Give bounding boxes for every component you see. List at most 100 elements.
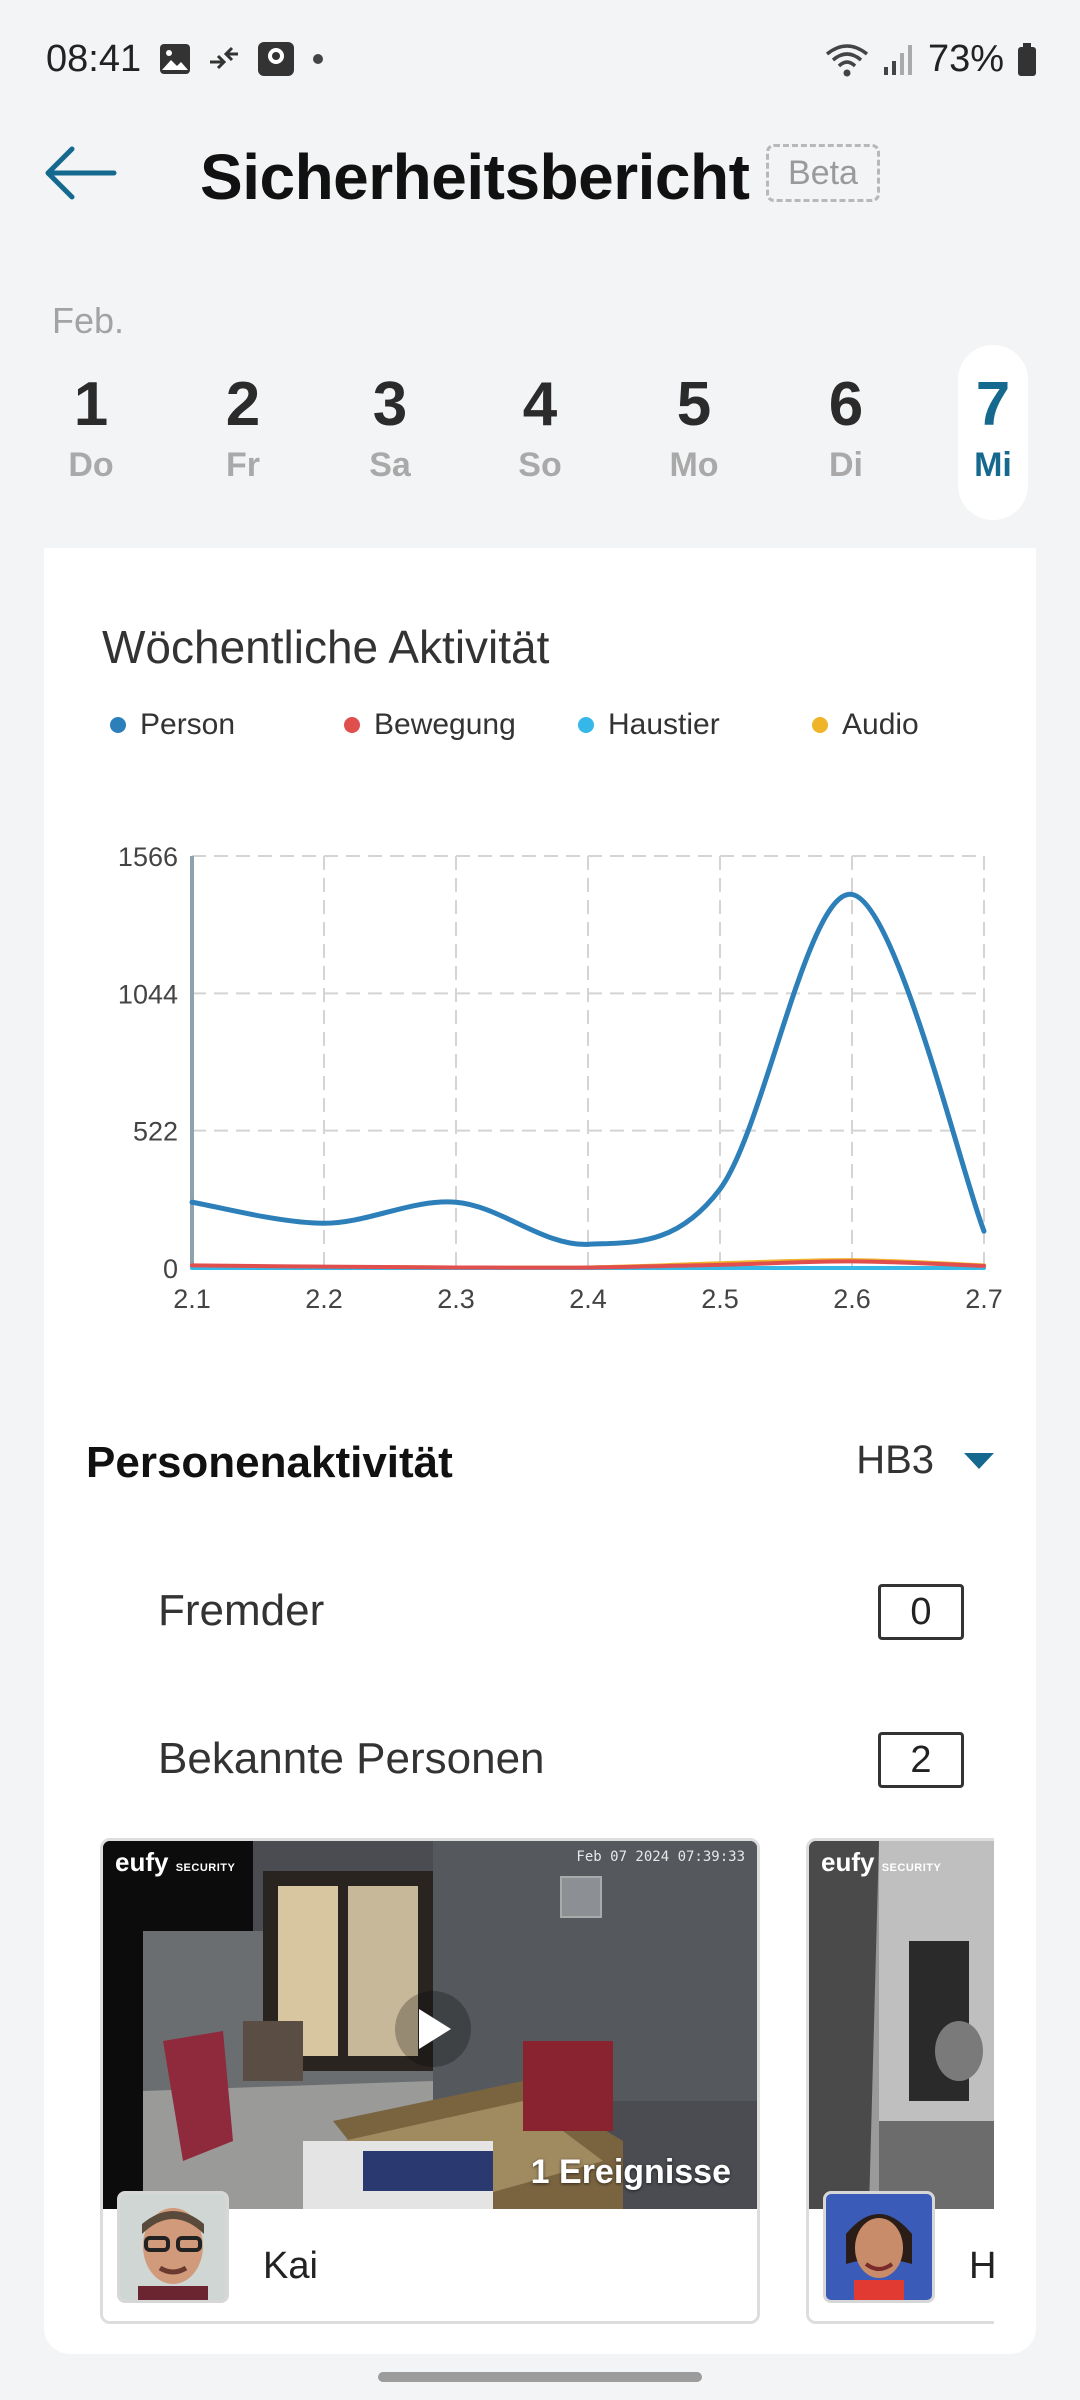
series-line-bewegung: [190, 1259, 986, 1270]
caret-down-icon: [964, 1452, 994, 1469]
legend-item-audio[interactable]: Audio: [812, 708, 919, 742]
event-card-footer: Kai: [103, 2191, 757, 2321]
legend-label: Audio: [842, 708, 919, 741]
x-tick-label: 2.1: [173, 1284, 211, 1314]
hallway-scene-image: [809, 1841, 994, 2209]
person-name: H: [969, 2245, 994, 2287]
day-item-2[interactable]: 2 Fr: [188, 345, 298, 520]
y-tick-label: 1566: [118, 842, 178, 872]
legend-item-bewegung[interactable]: Bewegung: [344, 708, 516, 742]
avatar: [117, 2191, 229, 2303]
legend-dot-haustier: [578, 717, 594, 733]
app-camera-icon: [258, 42, 294, 76]
back-button[interactable]: [40, 138, 120, 208]
events-count-label: 1 Ereignisse: [530, 2153, 731, 2191]
stranger-label: Fremder: [158, 1586, 325, 1635]
signal-icon: [883, 44, 912, 75]
brand-sub-text: SECURITY: [175, 1862, 236, 1874]
known-persons-carousel[interactable]: eufy SECURITY Feb 07 2024 07:39:33 1 Ere…: [100, 1838, 994, 2328]
snapshot-timestamp: Feb 07 2024 07:39:33: [576, 1849, 745, 1865]
day-weekday: Do: [68, 446, 114, 484]
battery-percentage: 73%: [927, 38, 1004, 80]
series-line-person: [189, 891, 987, 1247]
person-name: Kai: [263, 2245, 318, 2287]
event-card-kai[interactable]: eufy SECURITY Feb 07 2024 07:39:33 1 Ere…: [100, 1838, 760, 2324]
legend-dot-audio: [812, 717, 828, 733]
day-number: 6: [828, 370, 864, 439]
chart-legend: Person Bewegung Haustier Audio: [110, 708, 1010, 748]
page-title: Sicherheitsbericht: [200, 141, 750, 213]
day-number: 7: [975, 370, 1011, 439]
status-time: 08:41: [46, 38, 142, 80]
event-snapshot[interactable]: eufy SECURITY Feb 07 2024 07:39:33 1 Ere…: [103, 1841, 757, 2209]
app-header: Sicherheitsbericht Beta: [0, 120, 1080, 230]
wifi-icon: [825, 43, 869, 76]
legend-label: Bewegung: [374, 708, 516, 741]
month-label: Feb.: [52, 300, 125, 341]
day-number: 2: [225, 370, 261, 439]
known-persons-label: Bekannte Personen: [158, 1734, 545, 1783]
day-selector: 1 Do 2 Fr 3 Sa 4 So 5 Mo 6 Di 7 Mi: [0, 345, 1080, 520]
face-image-kai: [120, 2194, 226, 2300]
day-weekday: So: [518, 446, 562, 484]
day-weekday: Fr: [226, 446, 260, 484]
day-weekday: Mi: [974, 446, 1012, 484]
device-dropdown[interactable]: HB3: [856, 1438, 996, 1483]
legend-item-person[interactable]: Person: [110, 708, 235, 742]
brand-text: eufy: [115, 1847, 169, 1877]
x-tick-label: 2.4: [569, 1284, 607, 1314]
known-persons-count: 2: [878, 1732, 964, 1788]
day-number: 3: [372, 370, 408, 439]
section-title-person-activity: Personenaktivität: [86, 1438, 453, 1487]
status-system-icons: 73%: [824, 38, 1038, 81]
transfer-icon: [210, 46, 238, 70]
y-tick-label: 0: [163, 1254, 178, 1284]
event-card-second[interactable]: eufy SECURITY H: [806, 1838, 994, 2324]
day-item-4[interactable]: 4 So: [485, 345, 595, 520]
day-item-1[interactable]: 1 Do: [36, 345, 146, 520]
activity-chart: 1566 1044 522 02.1 2.2 2.3 2.4 2.5 2.6 2.7: [118, 842, 1003, 1314]
gallery-icon: [160, 44, 190, 74]
day-item-7-selected[interactable]: 7 Mi: [958, 345, 1028, 520]
day-item-6[interactable]: 6 Di: [791, 345, 901, 520]
y-tick-label: 1044: [118, 979, 178, 1009]
back-arrow-icon: [45, 146, 117, 200]
legend-dot-bewegung: [344, 717, 360, 733]
home-indicator[interactable]: [378, 2372, 702, 2382]
stranger-count: 0: [878, 1584, 964, 1640]
day-number: 5: [676, 370, 712, 439]
y-tick-label: 522: [133, 1117, 178, 1147]
x-tick-label: 2.2: [305, 1284, 343, 1314]
dot-icon: [313, 54, 323, 64]
room-scene-image: [103, 1841, 757, 2209]
brand-watermark: eufy SECURITY: [821, 1847, 941, 1878]
chart-title: Wöchentliche Aktivität: [102, 621, 550, 673]
battery-icon: [1018, 42, 1036, 76]
brand-sub-text: SECURITY: [881, 1862, 942, 1874]
legend-label: Haustier: [608, 708, 720, 741]
day-number: 1: [73, 370, 109, 439]
day-item-3[interactable]: 3 Sa: [335, 345, 445, 520]
brand-watermark: eufy SECURITY: [115, 1847, 235, 1878]
legend-dot-person: [110, 717, 126, 733]
legend-label: Person: [140, 708, 236, 741]
brand-text: eufy: [821, 1847, 875, 1877]
x-tick-label: 2.5: [701, 1284, 739, 1314]
legend-item-haustier[interactable]: Haustier: [578, 708, 720, 742]
x-tick-label: 2.7: [965, 1284, 1003, 1314]
report-card: Wöchentliche Aktivität Person Bewegung H…: [44, 548, 1036, 2354]
status-notification-icons: [158, 40, 326, 78]
status-bar: 08:41 73%: [0, 0, 1080, 120]
x-tick-label: 2.6: [833, 1284, 871, 1314]
face-image-second: [826, 2194, 932, 2300]
day-number: 4: [522, 370, 558, 439]
day-item-5[interactable]: 5 Mo: [639, 345, 749, 520]
day-weekday: Mo: [669, 446, 719, 484]
event-card-footer: H: [809, 2191, 994, 2321]
avatar: [823, 2191, 935, 2303]
event-snapshot[interactable]: eufy SECURITY: [809, 1841, 994, 2209]
beta-badge: Beta: [766, 144, 880, 202]
x-tick-label: 2.3: [437, 1284, 475, 1314]
day-weekday: Di: [829, 446, 863, 484]
day-weekday: Sa: [369, 446, 411, 484]
